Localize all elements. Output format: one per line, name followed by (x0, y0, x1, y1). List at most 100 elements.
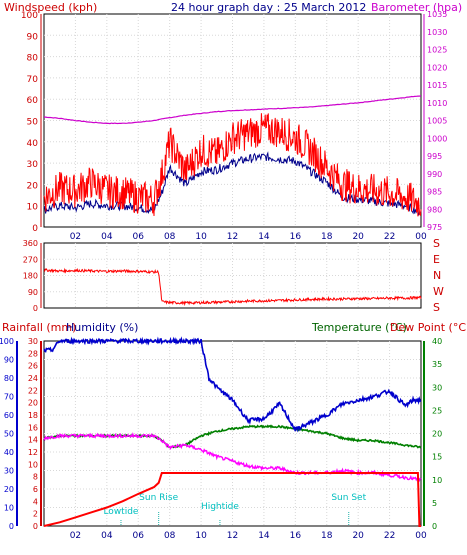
top-right-tick-label: 980 (427, 205, 442, 214)
bottom-x-tick-label: 04 (101, 531, 113, 541)
top-left-tick-label: 60 (27, 96, 39, 106)
top-chart-title: 24 hour graph day : 25 March 2012 (171, 1, 366, 14)
bottom-x-tick-label: 00 (415, 531, 427, 541)
bottom-x-tick-label: 20 (352, 531, 364, 541)
top-left-tick-label: 100 (21, 11, 38, 21)
rain-tick-label: 2 (33, 510, 38, 519)
dewpoint-axis-label: Dew Point (°C) (390, 321, 467, 334)
top-left-tick-label: 70 (27, 75, 39, 85)
top-left-tick-label: 30 (27, 160, 39, 170)
rainfall-line (43, 472, 421, 527)
windspeed-gust-line (43, 113, 422, 217)
bottom-x-tick-label: 06 (133, 531, 145, 541)
top-x-tick-label: 20 (352, 232, 364, 242)
bottom-x-tick-label: 14 (258, 531, 270, 541)
top-right-tick-label: 985 (427, 188, 442, 197)
top-left-tick-label: 20 (27, 181, 39, 191)
top-left-tick-label: 10 (27, 203, 39, 213)
humidity-tick-label: 90 (4, 356, 14, 365)
top-left-tick-label: 0 (32, 224, 38, 234)
top-right-tick-label: 990 (427, 170, 442, 179)
top-left-tick-label: 50 (27, 118, 39, 128)
compass-label: S (433, 237, 440, 250)
rain-tick-label: 16 (28, 423, 38, 432)
humidity-tick-label: 100 (0, 337, 14, 346)
barometer-line (43, 95, 422, 125)
top-left-tick-label: 80 (27, 54, 39, 64)
annotation-label: Sun Rise (139, 493, 178, 503)
rain-tick-label: 28 (28, 349, 38, 358)
temperature-line (43, 424, 422, 449)
temperature-tick-label: 25 (432, 406, 442, 415)
top-x-tick-label: 16 (290, 232, 302, 242)
humidity-tick-label: 70 (4, 393, 14, 402)
humidity-axis-label: Humidity (%) (66, 321, 138, 334)
top-left-tick-label: 40 (27, 139, 39, 149)
rain-tick-label: 22 (28, 386, 38, 395)
bottom-x-tick-label: 08 (164, 531, 176, 541)
top-left-axis-label: Windspeed (kph) (4, 1, 97, 14)
humidity-tick-label: 80 (4, 374, 14, 383)
compass-label: S (433, 301, 440, 314)
temperature-axis-label: Temperature (°C) (311, 321, 407, 334)
chart-marks-layer: 0102030405060708090100975980985990995100… (0, 10, 447, 541)
temperature-tick-label: 20 (432, 430, 442, 439)
temperature-tick-label: 40 (432, 337, 442, 346)
rainfall-axis-label: Rainfall (mm) (2, 321, 76, 334)
top-right-tick-label: 1000 (427, 134, 447, 143)
rain-tick-label: 4 (33, 497, 38, 506)
top-left-tick-label: 90 (27, 32, 39, 42)
humidity-tick-label: 0 (9, 522, 14, 531)
top-x-tick-label: 10 (195, 232, 207, 242)
mid-tick-label: 360 (23, 239, 38, 248)
mid-tick-label: 270 (23, 255, 38, 264)
rain-tick-label: 12 (28, 448, 38, 457)
top-right-tick-label: 1025 (427, 46, 447, 55)
top-x-tick-label: 12 (227, 232, 238, 242)
top-right-tick-label: 975 (427, 223, 442, 232)
humidity-tick-label: 40 (4, 448, 14, 457)
humidity-tick-label: 60 (4, 411, 14, 420)
bottom-x-tick-label: 18 (321, 531, 333, 541)
bottom-x-tick-label: 12 (227, 531, 238, 541)
rain-tick-label: 24 (28, 374, 38, 383)
rain-tick-label: 0 (33, 522, 38, 531)
top-x-tick-label: 08 (164, 232, 176, 242)
mid-tick-label: 0 (33, 304, 38, 313)
rain-tick-label: 18 (28, 411, 38, 420)
compass-label: N (433, 269, 441, 282)
compass-label: E (433, 253, 440, 266)
temperature-tick-label: 0 (432, 522, 437, 531)
wind-direction-line (43, 267, 422, 307)
mid-tick-label: 180 (23, 272, 38, 281)
annotation-label: Sun Set (331, 493, 366, 503)
top-x-tick-label: 14 (258, 232, 270, 242)
top-right-tick-label: 995 (427, 152, 442, 161)
rain-tick-label: 30 (28, 337, 38, 346)
bottom-x-tick-label: 02 (70, 531, 81, 541)
annotation-label: Hightide (201, 502, 239, 512)
top-x-tick-label: 04 (101, 232, 113, 242)
temperature-tick-label: 30 (432, 383, 442, 392)
mid-tick-label: 90 (28, 288, 38, 297)
top-right-tick-label: 1010 (427, 99, 447, 108)
temperature-tick-label: 10 (432, 476, 442, 485)
humidity-tick-label: 50 (4, 430, 14, 439)
temperature-tick-label: 5 (432, 499, 437, 508)
top-right-tick-label: 1005 (427, 117, 447, 126)
top-right-tick-label: 1030 (427, 28, 447, 37)
bottom-x-tick-label: 16 (290, 531, 302, 541)
top-x-tick-label: 02 (70, 232, 81, 242)
windspeed-average-line (43, 151, 422, 217)
top-right-axis-label: Barometer (hpa) (371, 1, 462, 14)
rain-tick-label: 8 (33, 473, 38, 482)
rain-tick-label: 26 (28, 362, 38, 371)
top-right-tick-label: 1035 (427, 10, 447, 19)
humidity-tick-label: 10 (4, 504, 14, 513)
top-x-tick-label: 18 (321, 232, 333, 242)
compass-label: W (433, 285, 444, 298)
rain-tick-label: 6 (33, 485, 38, 494)
top-x-tick-label: 00 (415, 232, 427, 242)
